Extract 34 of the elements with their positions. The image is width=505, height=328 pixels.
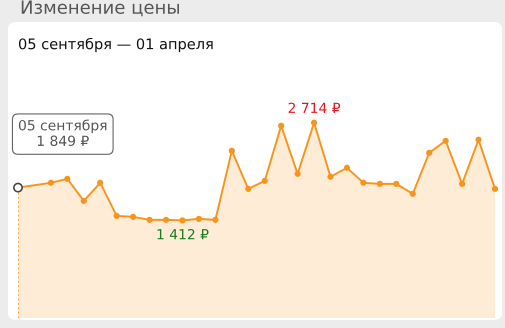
point (327, 174, 334, 180)
point (162, 216, 170, 223)
point (442, 138, 449, 144)
point (426, 150, 432, 156)
chart-subtitle: 05 сентября — 01 апреля (18, 38, 213, 52)
point (492, 186, 498, 192)
point (410, 190, 416, 197)
point (294, 170, 301, 177)
point (146, 216, 153, 223)
point (196, 216, 202, 222)
annotation: 05 сентября (18, 119, 106, 134)
data-label: 1 849 ₽ (38, 136, 89, 146)
point (310, 120, 318, 126)
point (228, 148, 235, 154)
point (97, 180, 104, 186)
point (245, 186, 252, 192)
point (179, 217, 186, 224)
data-label: 2 714 ₽ (288, 102, 340, 113)
point (114, 212, 120, 219)
point (360, 180, 367, 186)
point (458, 180, 466, 187)
data-label: 1 412 ₽ (158, 228, 209, 240)
point (262, 178, 268, 184)
point (278, 122, 284, 129)
point (80, 198, 87, 204)
point (475, 136, 482, 143)
chart-title: Изменение цены (22, 0, 179, 16)
point (130, 214, 136, 220)
point (393, 180, 400, 187)
point (376, 180, 383, 187)
point (64, 176, 70, 182)
point (344, 164, 350, 171)
point (212, 216, 219, 223)
point (48, 180, 54, 186)
